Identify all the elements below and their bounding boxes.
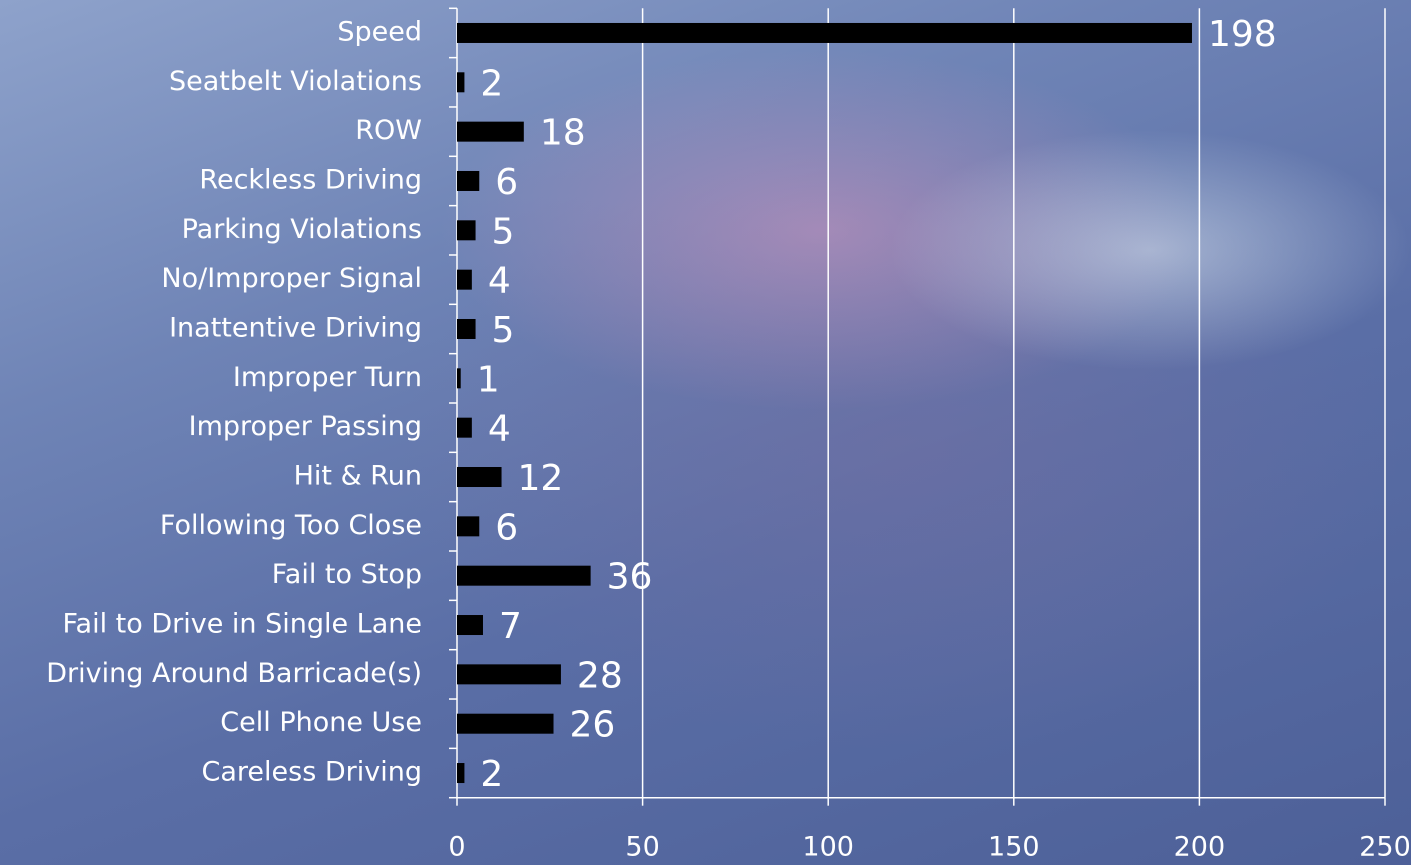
y-tick-label: Parking Violations bbox=[182, 214, 422, 245]
value-label: 198 bbox=[1208, 14, 1277, 55]
bar bbox=[457, 467, 502, 488]
value-label: 12 bbox=[518, 458, 564, 499]
y-tick-label: Improper Passing bbox=[189, 411, 422, 442]
bar bbox=[457, 318, 476, 339]
value-label: 1 bbox=[477, 359, 500, 400]
value-label: 4 bbox=[488, 409, 511, 450]
value-label: 36 bbox=[607, 557, 653, 598]
y-tick-label: ROW bbox=[355, 115, 422, 146]
bar bbox=[457, 516, 480, 537]
y-tick-label: Inattentive Driving bbox=[169, 312, 422, 343]
y-tick-label: Hit & Run bbox=[294, 461, 422, 492]
x-tick-label: 250 bbox=[1359, 832, 1411, 863]
y-tick-label: Speed bbox=[337, 16, 422, 47]
value-label: 26 bbox=[570, 705, 616, 746]
bar bbox=[457, 417, 472, 438]
bar bbox=[457, 170, 480, 191]
bar bbox=[457, 72, 465, 93]
value-label: 6 bbox=[495, 507, 518, 548]
y-tick-label: Fail to Stop bbox=[272, 559, 422, 590]
x-tick-label: 100 bbox=[802, 832, 854, 863]
y-tick-label: Cell Phone Use bbox=[220, 707, 422, 738]
y-tick-label: Fail to Drive in Single Lane bbox=[62, 609, 422, 640]
y-tick-label: Improper Turn bbox=[233, 362, 422, 393]
y-tick-label: Careless Driving bbox=[202, 757, 422, 788]
y-tick-label: Seatbelt Violations bbox=[169, 66, 422, 97]
y-tick-label: No/Improper Signal bbox=[161, 263, 422, 294]
value-label: 7 bbox=[499, 606, 522, 647]
bar bbox=[457, 121, 524, 142]
bar bbox=[457, 220, 476, 241]
value-label: 18 bbox=[540, 113, 586, 154]
value-label: 5 bbox=[492, 310, 515, 351]
value-label: 2 bbox=[480, 63, 503, 104]
value-label: 2 bbox=[480, 754, 503, 795]
x-tick-label: 150 bbox=[988, 832, 1040, 863]
bar bbox=[457, 713, 554, 734]
value-label: 28 bbox=[577, 655, 623, 696]
x-tick-label: 50 bbox=[625, 832, 659, 863]
bar bbox=[457, 269, 472, 290]
bar bbox=[457, 664, 561, 685]
bar bbox=[457, 368, 461, 389]
y-tick-label: Reckless Driving bbox=[199, 164, 422, 195]
bar bbox=[457, 615, 483, 636]
y-tick-label: Following Too Close bbox=[160, 510, 422, 541]
bar bbox=[457, 22, 1192, 43]
bar bbox=[457, 565, 591, 586]
x-tick-label: 0 bbox=[448, 832, 465, 863]
y-tick-label: Driving Around Barricade(s) bbox=[46, 658, 422, 689]
value-label: 6 bbox=[495, 162, 518, 203]
bar bbox=[457, 763, 465, 784]
value-label: 5 bbox=[492, 211, 515, 252]
value-label: 4 bbox=[488, 261, 511, 302]
x-tick-label: 200 bbox=[1174, 832, 1226, 863]
